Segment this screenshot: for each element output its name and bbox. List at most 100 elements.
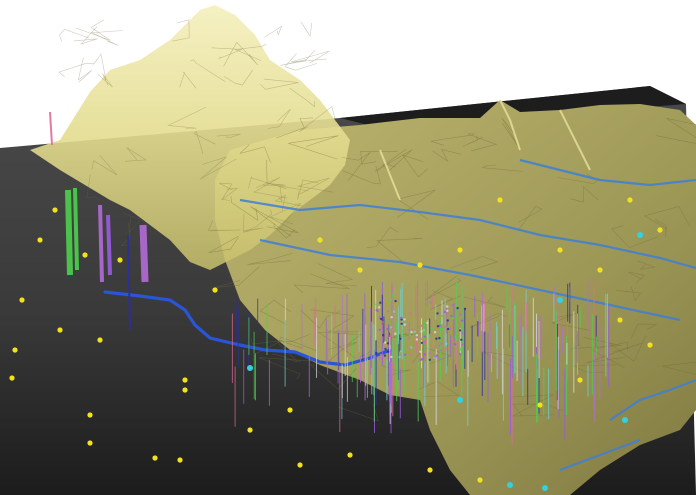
mesh-line <box>637 260 655 270</box>
mesh-line <box>608 335 647 362</box>
well-cluster-point <box>428 358 431 361</box>
well-cluster-point <box>381 321 384 324</box>
yellow-marker <box>12 347 18 353</box>
well-stick <box>49 111 53 146</box>
well-cluster-point <box>428 352 431 355</box>
well-cluster-point <box>441 327 444 330</box>
mesh-line <box>262 159 286 186</box>
mesh-line <box>211 47 243 59</box>
mesh-line <box>207 220 241 232</box>
well-cluster-point <box>430 345 433 348</box>
mesh-line <box>260 78 299 90</box>
mesh-line <box>310 309 359 333</box>
well-cluster-point <box>438 344 441 348</box>
mesh-line <box>93 53 107 81</box>
mesh-line <box>91 155 118 176</box>
terrain-mesh <box>30 5 696 495</box>
mesh-line <box>199 156 237 180</box>
mesh-line <box>90 30 123 46</box>
mesh-line <box>616 286 641 302</box>
mesh-line <box>264 25 283 38</box>
mesh-line <box>300 21 313 37</box>
mesh-line <box>300 310 340 329</box>
yellow-marker <box>647 342 653 348</box>
mesh-line <box>511 394 554 417</box>
well-cluster-point <box>456 306 459 310</box>
yellow-marker <box>427 467 433 473</box>
mesh-line <box>518 205 543 229</box>
mesh-line <box>278 185 309 202</box>
contour-line <box>609 378 696 421</box>
mesh-line <box>269 202 301 229</box>
well-cluster-point <box>444 325 447 329</box>
mesh-line <box>630 323 657 339</box>
well-cluster-point <box>375 303 378 306</box>
well-cluster-point <box>418 354 421 358</box>
well-cluster-point <box>399 337 402 340</box>
mesh-line <box>179 71 197 89</box>
yellow-marker <box>627 197 633 203</box>
well-cluster-point <box>445 346 448 350</box>
mesh-line <box>123 213 141 234</box>
mesh-line <box>214 266 260 288</box>
well-cluster-point <box>374 355 377 358</box>
mesh-line <box>86 174 100 201</box>
yellow-marker <box>152 455 158 461</box>
well-cluster-point <box>386 333 389 336</box>
mesh-line <box>550 313 590 331</box>
well-cluster-point <box>434 355 437 358</box>
well-cluster-point <box>394 299 397 303</box>
well-cluster-point <box>426 334 430 337</box>
mesh-line <box>253 177 288 199</box>
mesh-line <box>273 223 296 239</box>
well-cluster-point <box>461 319 464 322</box>
contour-line <box>259 238 681 322</box>
well-cluster-point <box>453 343 457 346</box>
well-cluster-point <box>403 323 406 326</box>
mesh-line <box>512 403 564 417</box>
mesh-line <box>573 364 617 374</box>
yellow-marker <box>477 477 483 483</box>
mesh-line <box>432 148 461 162</box>
well-cluster-point <box>379 301 382 304</box>
mesh-line <box>247 252 293 265</box>
mesh-line <box>376 237 423 263</box>
well-cluster-point <box>421 357 424 361</box>
mesh-line <box>289 88 315 108</box>
yellow-marker <box>117 257 123 263</box>
well-cluster-point <box>386 336 389 339</box>
well-cluster-point <box>451 316 455 320</box>
cyan-marker <box>622 417 628 423</box>
mesh-line <box>662 361 696 375</box>
contour-line <box>519 158 696 187</box>
well-cluster-point <box>400 316 403 320</box>
cyan-marker <box>637 232 643 238</box>
well-cluster-point <box>375 308 378 312</box>
well-cluster-point <box>378 328 382 331</box>
mesh-line <box>366 226 399 249</box>
well-cluster-point <box>423 353 426 356</box>
well-stick <box>65 189 73 276</box>
well-cluster-point <box>415 338 419 341</box>
yellow-marker <box>182 377 188 383</box>
mesh-line <box>418 381 460 397</box>
well-cluster-point <box>420 324 423 327</box>
well-cluster-point <box>419 338 422 341</box>
well-cluster-point <box>429 301 432 304</box>
yellow-marker <box>357 267 363 273</box>
yellow-marker <box>317 237 323 243</box>
well-cluster-point <box>384 347 387 351</box>
well-cluster-point <box>461 343 464 346</box>
well-cluster-point <box>408 312 412 315</box>
well-cluster-point <box>415 334 418 337</box>
well-stick <box>139 224 149 283</box>
mesh-line <box>284 53 318 71</box>
mesh-line <box>467 132 498 152</box>
well-cluster-point <box>378 316 381 319</box>
mesh-line <box>297 179 319 200</box>
cyan-marker <box>542 485 548 491</box>
well-cluster-point <box>459 348 463 351</box>
well-stick <box>127 234 131 331</box>
mesh-line <box>77 57 93 83</box>
